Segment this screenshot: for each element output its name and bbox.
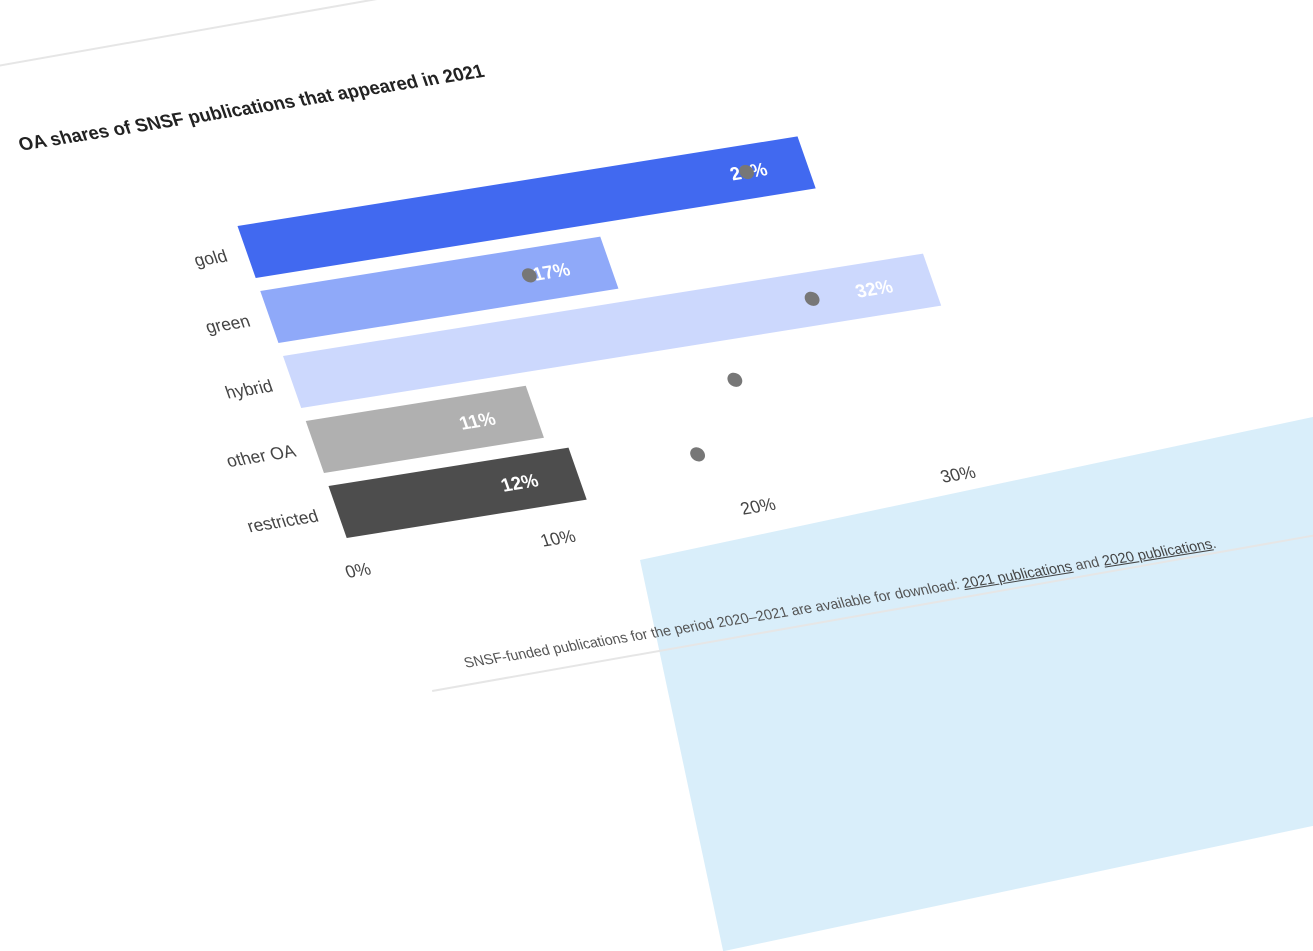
comparison-marker [725, 372, 744, 388]
x-tick-label: 0% [342, 559, 374, 582]
x-tick-label: 20% [738, 494, 779, 519]
comparison-marker [688, 446, 707, 462]
category-label: other OA [224, 441, 299, 471]
category-label: hybrid [223, 376, 276, 403]
x-tick-label: 30% [938, 462, 979, 487]
category-label: restricted [244, 506, 321, 536]
x-tick-label: 10% [538, 526, 579, 551]
category-label: green [203, 311, 253, 337]
category-label: gold [191, 246, 230, 270]
